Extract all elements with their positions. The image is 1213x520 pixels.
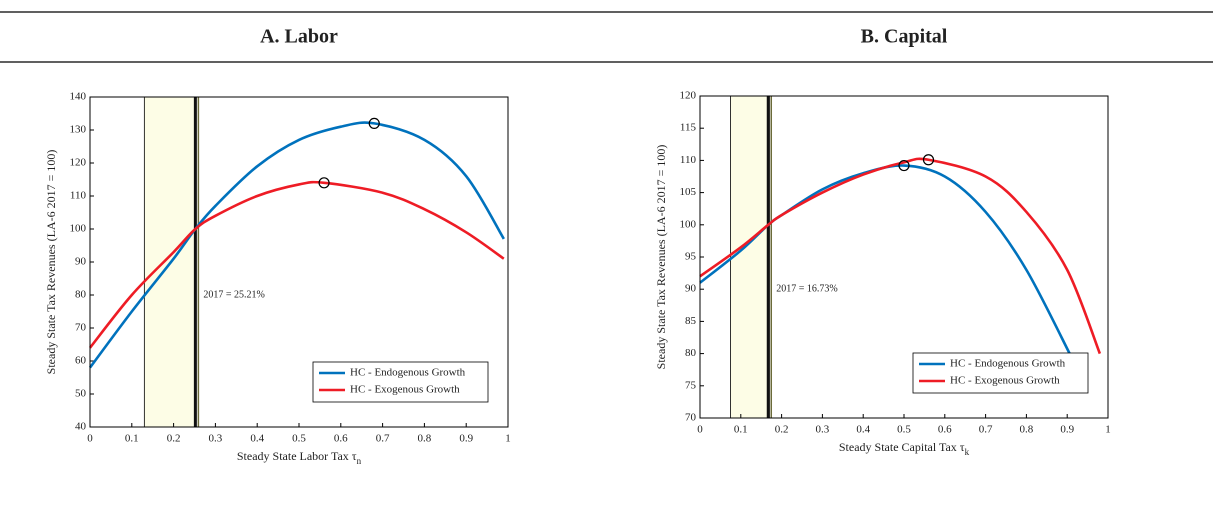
panel-title: A. Labor xyxy=(260,26,338,48)
y-tick-label: 105 xyxy=(680,186,697,198)
x-tick-label: 0.8 xyxy=(418,433,432,445)
y-tick-label: 110 xyxy=(70,190,87,202)
x-axis-label-text: Steady State Capital Tax τ xyxy=(839,440,965,454)
legend-box xyxy=(312,361,489,403)
y-tick-label: 70 xyxy=(75,322,87,334)
y-tick-label: 140 xyxy=(70,91,87,103)
y-tick-label: 95 xyxy=(685,251,697,263)
x-tick-label: 1 xyxy=(1105,424,1111,436)
y-tick-label: 75 xyxy=(685,379,697,391)
y-tick-label: 90 xyxy=(75,256,87,268)
x-tick-label: 0.3 xyxy=(209,433,223,445)
x-tick-label: 0 xyxy=(87,433,93,445)
x-tick-label: 0.3 xyxy=(816,424,830,436)
x-tick-label: 0.2 xyxy=(775,424,789,436)
x-tick-label: 0.9 xyxy=(1060,424,1074,436)
y-tick-label: 60 xyxy=(75,355,87,367)
x-tick-label: 0.2 xyxy=(167,433,181,445)
x-tick-label: 0.7 xyxy=(376,433,390,445)
peak-marker xyxy=(922,154,935,166)
x-tick-label: 0.8 xyxy=(1020,424,1034,436)
annotation: 2017 = 25.21% xyxy=(203,289,264,300)
peak-marker xyxy=(318,177,330,189)
x-tick-label: 0.7 xyxy=(979,424,993,436)
x-tick-label: 0.6 xyxy=(334,433,348,445)
legend-box xyxy=(912,352,1089,394)
x-axis-label-subscript: k xyxy=(965,447,970,457)
legend-label: HC - Endogenous Growth xyxy=(950,358,1066,370)
y-tick-label: 130 xyxy=(70,124,87,136)
y-tick-label: 90 xyxy=(685,283,697,295)
peak-marker xyxy=(368,117,380,130)
x-tick-label: 0.5 xyxy=(292,433,306,445)
y-tick-label: 80 xyxy=(75,289,87,301)
y-tick-label: 50 xyxy=(75,388,87,400)
axes-box xyxy=(699,95,1109,419)
y-axis-label: Steady State Tax Revenues (LA-6 2017 = 1… xyxy=(44,150,58,375)
x-tick-label: 0.4 xyxy=(856,424,870,436)
band xyxy=(730,95,770,419)
y-tick-label: 100 xyxy=(70,223,87,235)
x-tick-label: 0.9 xyxy=(459,433,473,445)
series-line xyxy=(88,121,505,369)
peak-marker xyxy=(898,159,910,172)
annotation: 2017 = 16.73% xyxy=(776,283,837,294)
panel-title: B. Capital xyxy=(861,26,948,48)
y-tick-label: 115 xyxy=(680,122,697,134)
x-tick-label: 0.1 xyxy=(125,433,139,445)
series-line xyxy=(88,180,505,349)
y-tick-label: 120 xyxy=(680,90,697,102)
y-tick-label: 70 xyxy=(685,412,697,424)
x-axis-label: Steady State Capital Tax τk xyxy=(839,440,970,457)
x-tick-label: 0.4 xyxy=(250,433,264,445)
x-axis-label: Steady State Labor Tax τn xyxy=(237,449,362,466)
legend-label: HC - Exogenous Growth xyxy=(950,375,1060,387)
x-tick-label: 0 xyxy=(697,424,703,436)
y-tick-label: 85 xyxy=(685,315,697,327)
y-tick-label: 80 xyxy=(685,347,697,359)
axes-box xyxy=(89,96,509,428)
x-tick-label: 0.6 xyxy=(938,424,952,436)
legend-label: HC - Exogenous Growth xyxy=(350,384,460,396)
x-tick-label: 1 xyxy=(505,433,511,445)
x-axis-label-text: Steady State Labor Tax τ xyxy=(237,449,357,463)
y-axis-label: Steady State Tax Revenues (LA-6 2017 = 1… xyxy=(654,145,668,370)
series-line xyxy=(699,157,1102,355)
y-tick-label: 100 xyxy=(680,218,697,230)
legend-label: HC - Endogenous Growth xyxy=(350,367,466,379)
x-tick-label: 0.1 xyxy=(734,424,748,436)
y-tick-label: 110 xyxy=(680,154,697,166)
x-axis-label-subscript: n xyxy=(357,456,362,466)
x-tick-label: 0.5 xyxy=(897,424,911,436)
y-tick-label: 120 xyxy=(70,157,87,169)
y-tick-label: 40 xyxy=(75,421,87,433)
